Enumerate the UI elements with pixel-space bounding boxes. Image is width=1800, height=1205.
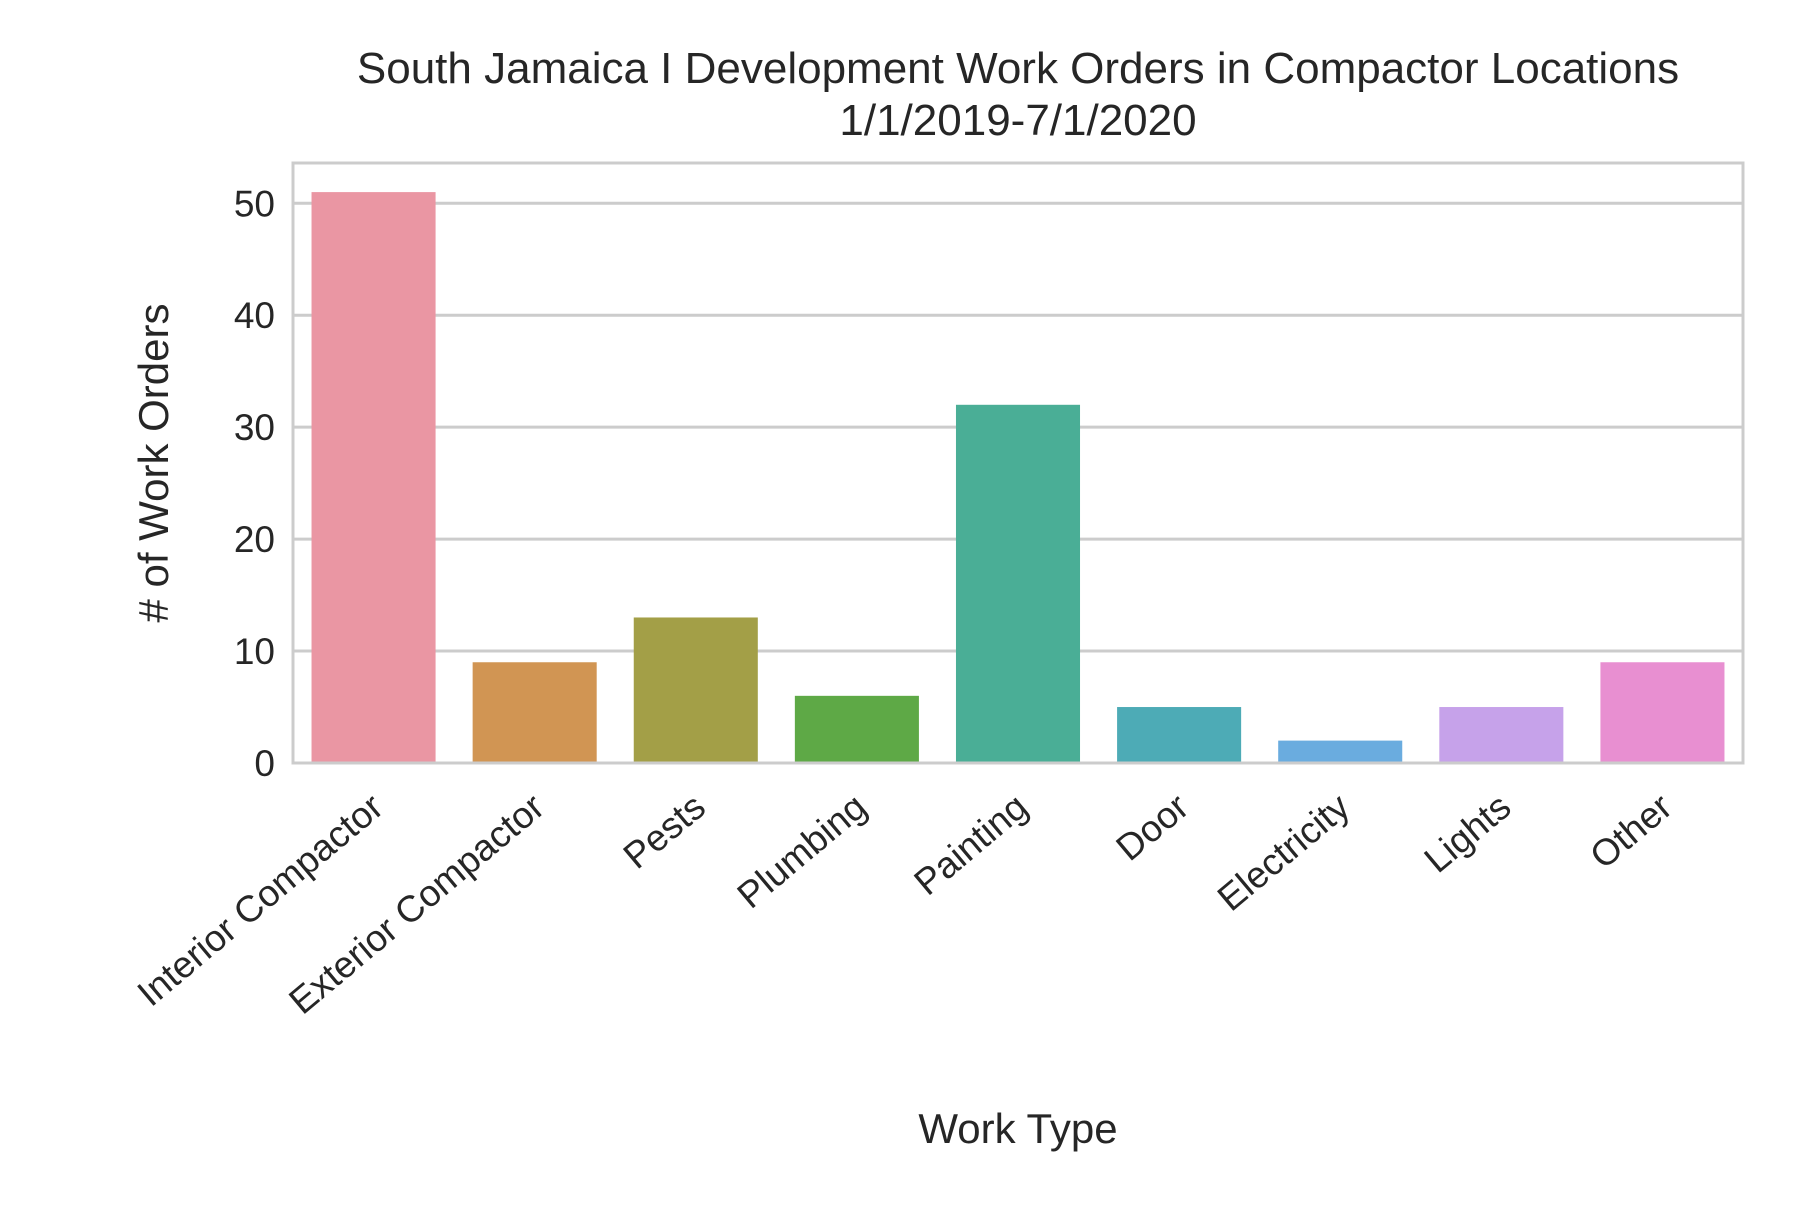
chart-title: South Jamaica I Development Work Orders … <box>357 44 1679 93</box>
y-tick-label: 0 <box>254 743 275 784</box>
y-tick-label: 20 <box>234 519 275 560</box>
x-tick-label: Door <box>1108 786 1196 869</box>
chart-subtitle: 1/1/2019-7/1/2020 <box>839 96 1196 145</box>
y-tick-label: 40 <box>234 295 275 336</box>
bar-door <box>1117 707 1242 763</box>
y-axis-label: # of Work Orders <box>130 304 177 623</box>
x-tick-label: Plumbing <box>730 786 875 917</box>
bar-lights <box>1439 707 1564 763</box>
y-tick-label: 50 <box>234 183 275 224</box>
bar-electricity <box>1278 740 1403 763</box>
y-tick-label: 30 <box>234 407 275 448</box>
y-tick-labels: 0 10 20 30 40 50 <box>234 183 275 784</box>
x-tick-label: Lights <box>1416 786 1518 881</box>
bar-painting <box>955 404 1081 763</box>
x-tick-label: Painting <box>906 786 1035 903</box>
x-tick-label: Pests <box>616 786 713 877</box>
bar-other <box>1600 662 1725 763</box>
bar-interior-compactor <box>311 192 436 763</box>
x-axis-label: Work Type <box>918 1105 1117 1152</box>
plot-frame <box>291 161 1745 765</box>
x-tick-label: Electricity <box>1210 785 1358 918</box>
x-tick-label: Other <box>1582 786 1679 877</box>
bar-plumbing <box>794 695 919 763</box>
bar-pests <box>633 617 758 763</box>
bars <box>311 192 1725 763</box>
bar-exterior-compactor <box>472 662 597 763</box>
y-tick-label: 10 <box>234 631 275 672</box>
